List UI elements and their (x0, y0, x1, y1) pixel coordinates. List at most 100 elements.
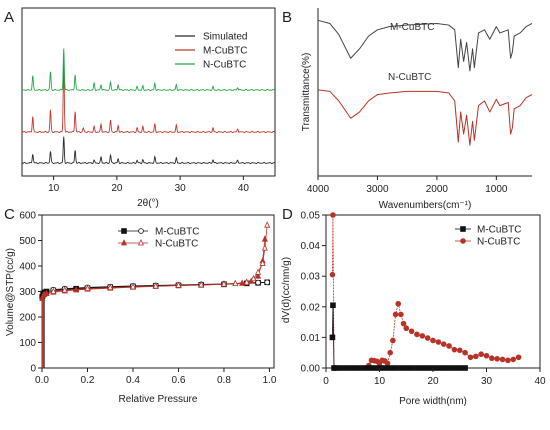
panel-c-legend-label: N-CuBTC (155, 239, 198, 250)
panel-c-data-point (261, 244, 268, 251)
panel-d-data-point (403, 325, 410, 332)
panel-c-x-tick-label: 1.0 (262, 375, 276, 386)
panel-d-x-tick-label: 20 (427, 376, 439, 387)
panel-d-data-point (330, 212, 336, 218)
panel-a-x-tick-label: 20 (111, 183, 123, 194)
panel-label-a: A (4, 9, 14, 26)
panel-d-data-point (329, 334, 336, 341)
panel-c-legend-marker (121, 228, 127, 234)
panel-d-data-point (349, 365, 356, 371)
panel-c-data-point (259, 259, 266, 266)
panel-c-y-ticks: 0 100 200 300 400 500 600 (19, 211, 42, 375)
panel-d-data-point (371, 365, 377, 371)
panel-c-series-line (53, 225, 268, 292)
panel-d-data-point (339, 365, 345, 371)
panel-c-data-point (129, 282, 137, 290)
panel-d-data-point (408, 365, 415, 371)
panel-d-data-point (483, 352, 490, 359)
panel-c-data-point (152, 282, 159, 289)
panel-a-legend-label: M-CuBTC (203, 46, 247, 57)
panel-a-plot (21, 48, 276, 165)
panel-b-series-line (317, 89, 533, 146)
panel-a: A 10 20 30 40 2θ(°) Simulated M-CuBTC N-CuBTC (4, 7, 276, 209)
panel-c-data-point (250, 274, 257, 282)
panel-d-x-tick-label: 0 (323, 376, 329, 387)
panel-d-x-tick-label: 10 (374, 376, 386, 387)
panel-c-y-tick-label: 400 (19, 262, 36, 273)
panel-d-data-point (414, 331, 420, 338)
panel-d-data-point (494, 356, 501, 362)
panel-d-x-tick-label: 40 (534, 376, 546, 387)
panel-a-x-tick-label: 10 (48, 183, 60, 194)
panel-d-data-point (355, 365, 361, 371)
panel-d-data-point (515, 354, 522, 361)
panel-d-data-point (387, 349, 394, 356)
panel-d-legend-marker (460, 226, 466, 232)
panel-a-x-tick-label: 40 (238, 183, 250, 194)
panel-d-data-point (499, 356, 506, 363)
panel-d-data-point (390, 337, 396, 344)
panel-c-x-ticks: 0.0 0.2 0.4 0.6 0.8 1.0 (35, 368, 277, 386)
panel-c-x-tick-label: 0.2 (81, 375, 95, 386)
panel-d-data-point (408, 328, 415, 335)
panel-d-y-ticks: 0.00 0.01 0.02 0.03 0.04 0.05 (301, 211, 326, 375)
panel-c-y-tick-label: 100 (19, 338, 36, 349)
panel-b-x-label: Wavenumbers(cm⁻¹) (379, 200, 472, 211)
panel-c-data-point (255, 279, 261, 286)
panel-b: B 4000 3000 2000 1000 Wavenumbers(cm⁻¹) Tra… (282, 8, 533, 211)
panel-a-frame (21, 7, 276, 177)
panel-d-data-point (424, 365, 431, 371)
panel-c-x-tick-label: 0.6 (172, 375, 186, 386)
panel-d-data-point (329, 271, 336, 278)
panel-b-x-ticks: 4000 3000 2000 1000 (307, 176, 508, 195)
panel-d-data-point (451, 365, 458, 371)
panel-d-data-point (472, 353, 479, 360)
panel-d-data-point (360, 365, 367, 371)
panel-d-data-point (398, 365, 404, 371)
panel-d-data-point (419, 365, 426, 371)
panel-a-series-line (21, 48, 276, 92)
panel-d-data-point (365, 365, 372, 371)
panel-a-x-label: 2θ(°) (137, 198, 159, 209)
panel-d-x-tick-label: 30 (481, 376, 493, 387)
panel-d-data-point (489, 355, 495, 362)
panel-c-x-tick-label: 0.0 (35, 375, 49, 386)
panel-c-legend-marker (138, 228, 144, 234)
panel-d-y-label: dV(d)(cc/nm/g) (281, 257, 292, 323)
panel-d-data-point (384, 360, 391, 367)
panel-a-legend-label: N-CuBTC (203, 60, 246, 71)
panel-d: D 0 10 20 30 40 0.00 0.01 0.02 0.03 0.04 0.05 Por… (281, 206, 546, 407)
panel-c-data-point (50, 287, 57, 294)
panel-d-y-tick-label: 0.00 (301, 364, 321, 375)
panel-c: C 0.0 0.2 0.4 0.6 0.8 1.0 0 100 200 300 400 500 600… (4, 206, 277, 405)
panel-d-legend-label: N-CuBTC (477, 237, 520, 248)
panel-d-data-point (382, 365, 388, 371)
panel-c-data-point (264, 221, 271, 228)
panel-d-plot (329, 212, 522, 371)
panel-d-y-tick-label: 0.05 (301, 211, 321, 222)
panel-a-legend: Simulated M-CuBTC N-CuBTC (175, 32, 247, 71)
panel-d-y-tick-label: 0.02 (301, 302, 321, 313)
panel-b-plot (317, 19, 533, 146)
panel-b-x-tick-label: 1000 (485, 184, 508, 195)
panel-d-data-point (424, 335, 431, 341)
panel-d-data-point (414, 365, 420, 371)
panel-b-y-label: Transmittance(%) (301, 53, 312, 132)
panel-d-data-point (510, 356, 517, 363)
panel-b-x-tick-label: 3000 (366, 184, 389, 195)
panel-d-data-point (505, 357, 511, 364)
panel-d-data-point (344, 365, 351, 371)
panel-c-data-point (198, 280, 205, 288)
panel-d-data-point (395, 300, 402, 307)
panel-d-data-point (440, 365, 447, 371)
panel-d-y-tick-label: 0.03 (301, 272, 321, 283)
panel-a-x-ticks: 10 20 30 40 (48, 176, 249, 194)
panel-d-data-point (392, 365, 399, 371)
panel-c-data-point (261, 235, 268, 242)
panel-c-plot (39, 221, 271, 368)
panel-d-data-point (392, 311, 399, 318)
panel-d-data-point (398, 311, 404, 318)
panel-c-data-point (232, 279, 239, 286)
